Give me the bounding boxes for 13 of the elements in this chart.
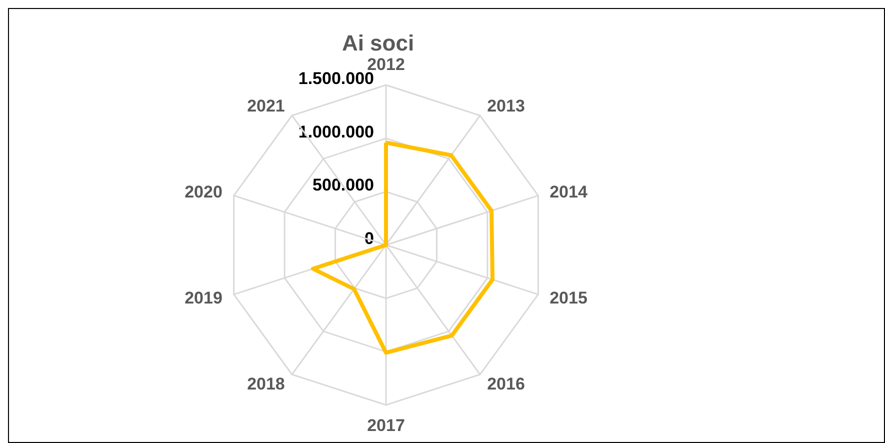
spoke-label: 2015: [550, 288, 588, 308]
chart-title: Ai soci: [342, 30, 414, 56]
y-tick-label: 1.000.000: [298, 122, 374, 142]
spoke-label: 2019: [184, 288, 222, 308]
spoke-label: 2018: [247, 374, 285, 394]
spoke-label: 2021: [247, 96, 285, 116]
spoke-label: 2017: [367, 416, 405, 435]
y-tick-label: 500.000: [312, 176, 374, 195]
spoke-label: 2020: [184, 182, 222, 202]
spoke-label: 2013: [487, 96, 525, 116]
y-tick-label: 1.500.000: [298, 69, 374, 88]
spoke-label: 2016: [487, 374, 525, 394]
spoke-label: 2014: [550, 182, 588, 202]
